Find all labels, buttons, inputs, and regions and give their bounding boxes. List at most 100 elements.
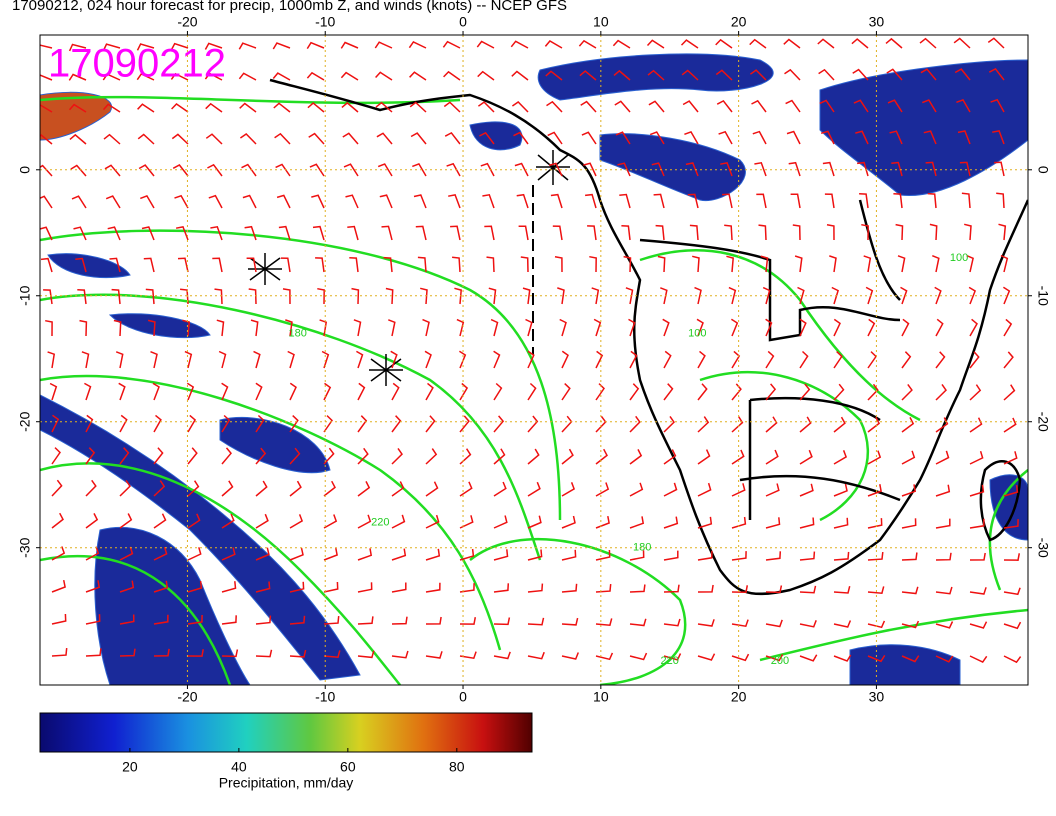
wind-barb bbox=[522, 287, 531, 305]
wind-barb bbox=[493, 617, 511, 626]
wind-barb bbox=[619, 193, 631, 209]
wind-barb bbox=[340, 41, 359, 49]
wind-barb bbox=[959, 161, 971, 177]
wind-barb bbox=[527, 583, 544, 593]
wind-barb bbox=[40, 134, 53, 145]
wind-barb bbox=[990, 98, 1005, 113]
wind-barb bbox=[932, 255, 940, 273]
wind-barb bbox=[822, 161, 835, 177]
wind-barb bbox=[920, 68, 937, 81]
wind-barb bbox=[754, 161, 767, 177]
wind-barb bbox=[833, 416, 846, 433]
wind-barb bbox=[799, 483, 814, 497]
coastlines bbox=[269, 78, 1028, 596]
wind-barb bbox=[799, 585, 817, 594]
wind-barb bbox=[697, 619, 715, 627]
wind-barb bbox=[349, 256, 359, 273]
wind-barb bbox=[143, 257, 155, 273]
wind-barb bbox=[459, 350, 467, 369]
wind-barb bbox=[728, 286, 737, 305]
wind-barb bbox=[255, 382, 263, 401]
wind-barb bbox=[1003, 384, 1016, 401]
title: 17090212, 024 hour forecast for precip, … bbox=[12, 0, 567, 14]
wind-barb bbox=[187, 547, 202, 561]
lon-tick-label-bottom: 10 bbox=[593, 689, 609, 705]
wind-barb bbox=[765, 350, 775, 369]
wind-barb bbox=[85, 546, 100, 561]
wind-barb bbox=[829, 255, 837, 273]
wind-barb bbox=[961, 192, 971, 209]
wind-barb bbox=[765, 483, 780, 497]
wind-barb bbox=[1003, 286, 1011, 305]
wind-barb bbox=[443, 101, 461, 113]
wind-barb bbox=[819, 99, 835, 113]
wind-barb bbox=[897, 255, 906, 273]
wind-barb bbox=[718, 130, 733, 145]
wind-barb bbox=[221, 547, 236, 561]
wind-barb bbox=[119, 513, 133, 529]
wind-barb bbox=[934, 286, 942, 305]
wind-barb bbox=[527, 651, 545, 660]
wind-barb bbox=[107, 226, 121, 241]
wind-barb bbox=[147, 319, 156, 337]
wind-barb bbox=[204, 42, 223, 50]
wind-barb bbox=[799, 551, 816, 561]
wind-barb bbox=[765, 318, 773, 337]
wind-barb bbox=[347, 225, 359, 241]
wind-barb bbox=[799, 654, 818, 662]
wind-barb bbox=[663, 350, 672, 369]
wind-barb bbox=[647, 69, 665, 81]
wind-barb bbox=[85, 414, 94, 433]
wind-barb bbox=[493, 448, 506, 465]
wind-barb bbox=[923, 130, 937, 145]
wind-barb bbox=[221, 447, 232, 465]
wind-barb bbox=[343, 163, 359, 177]
wind-barb bbox=[595, 549, 611, 561]
contour-label: 100 bbox=[950, 252, 968, 264]
wind-barb bbox=[716, 99, 733, 113]
colorbar-tick-label: 60 bbox=[340, 759, 356, 775]
wind-barb bbox=[621, 224, 631, 241]
wind-barb bbox=[527, 350, 535, 369]
wind-barb bbox=[663, 550, 679, 561]
lat-tick-label-right: -10 bbox=[1035, 286, 1051, 306]
wind-barb bbox=[646, 39, 665, 49]
wind-barb bbox=[867, 586, 885, 595]
wind-barb bbox=[187, 614, 203, 625]
wind-barb bbox=[241, 163, 257, 177]
wind-barb bbox=[312, 225, 325, 241]
wind-barb bbox=[527, 448, 540, 465]
asterisk-markers bbox=[248, 150, 570, 386]
lon-tick-label-top: -10 bbox=[315, 14, 335, 30]
wind-barb bbox=[657, 255, 666, 273]
wind-barb bbox=[51, 546, 66, 561]
lon-tick-label-bottom: 30 bbox=[869, 689, 885, 705]
wind-barb bbox=[545, 70, 563, 81]
wind-barb bbox=[956, 98, 971, 113]
wind-barb bbox=[799, 620, 817, 628]
wind-barb bbox=[901, 318, 910, 337]
wind-barb bbox=[595, 482, 610, 497]
map: 180 100 100 220 220 200 180 17090212 bbox=[40, 35, 1028, 685]
wind-barb bbox=[357, 415, 368, 433]
wind-barb bbox=[153, 447, 164, 465]
wind-barb bbox=[272, 72, 291, 81]
wind-barb bbox=[391, 616, 408, 625]
wind-barb bbox=[783, 38, 801, 49]
wind-barb bbox=[765, 449, 779, 465]
lon-tick-label-top: 0 bbox=[459, 14, 467, 30]
wind-barb bbox=[409, 71, 427, 81]
wind-barb bbox=[480, 162, 495, 177]
wind-barb bbox=[867, 450, 882, 465]
wind-barb bbox=[415, 225, 427, 241]
wind-barb bbox=[935, 621, 954, 629]
wind-barb bbox=[51, 479, 63, 497]
wind-barb bbox=[391, 447, 403, 465]
wind-barb bbox=[853, 99, 869, 113]
wind-barb bbox=[391, 415, 402, 433]
wind-barb bbox=[1003, 519, 1019, 529]
wind-barb bbox=[969, 318, 978, 337]
wind-barb bbox=[724, 224, 733, 241]
wind-barb bbox=[51, 512, 64, 529]
wind-barb bbox=[987, 37, 1005, 49]
